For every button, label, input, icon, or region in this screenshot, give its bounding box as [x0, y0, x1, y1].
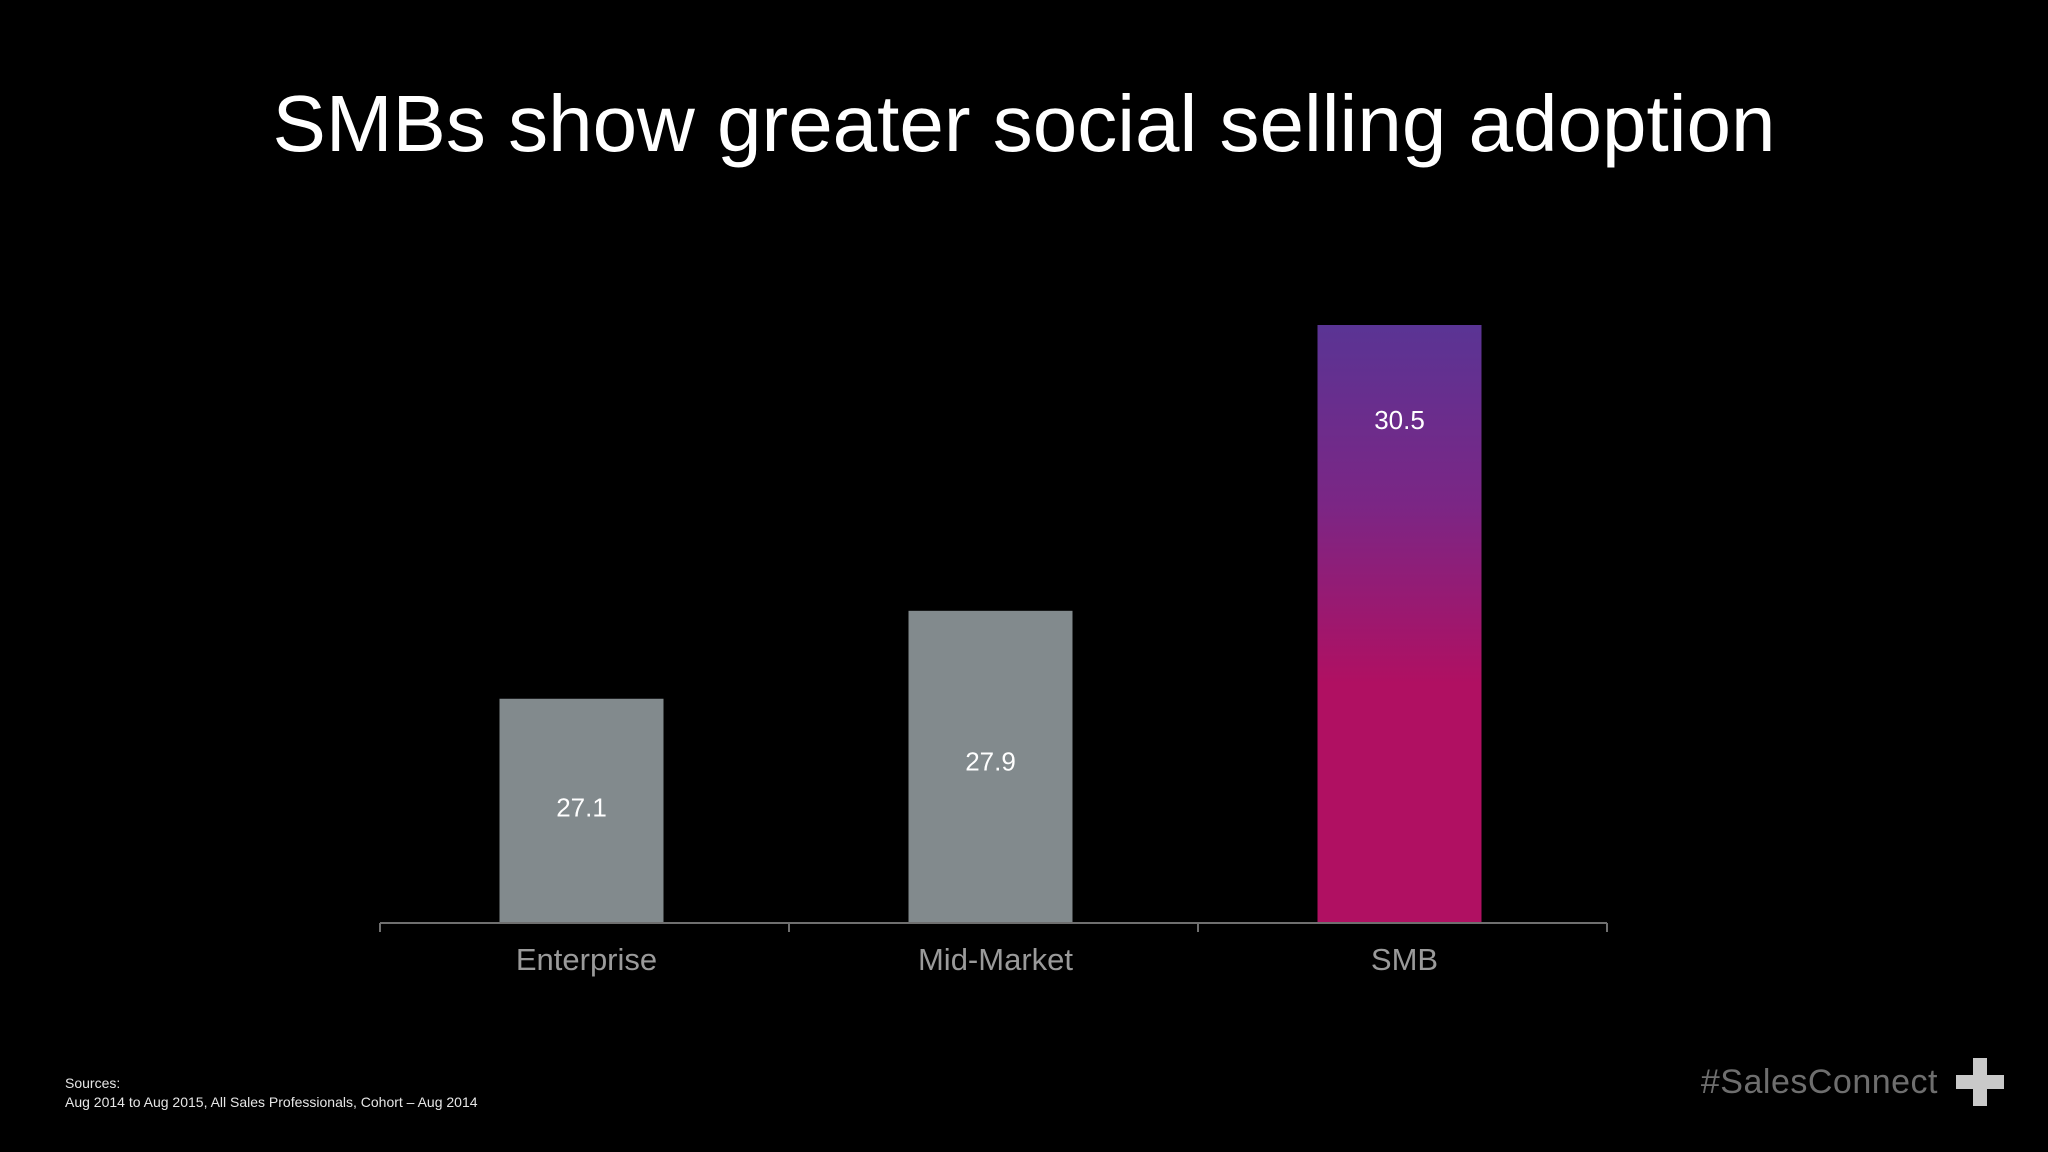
- brand-mark: #SalesConnect: [1701, 1058, 2004, 1106]
- sources-heading: Sources:: [65, 1075, 121, 1091]
- data-label: 27.1: [556, 792, 607, 822]
- plus-icon: [1956, 1058, 2004, 1106]
- sources-note: Sources: Aug 2014 to Aug 2015, All Sales…: [65, 1074, 478, 1112]
- data-label: 30.5: [1374, 405, 1425, 435]
- bar-smb: [1317, 325, 1482, 923]
- x-tick-label: SMB: [1371, 942, 1438, 977]
- data-label: 27.9: [965, 747, 1016, 777]
- bar-mid-market: [908, 610, 1073, 923]
- sources-line: Aug 2014 to Aug 2015, All Sales Professi…: [65, 1094, 478, 1110]
- x-tick-label: Enterprise: [516, 942, 657, 977]
- x-tick-label: Mid-Market: [918, 942, 1073, 977]
- brand-hashtag: #SalesConnect: [1700, 1062, 1938, 1101]
- bar-enterprise: [499, 698, 664, 923]
- slide-title: SMBs show greater social selling adoptio…: [272, 79, 1776, 168]
